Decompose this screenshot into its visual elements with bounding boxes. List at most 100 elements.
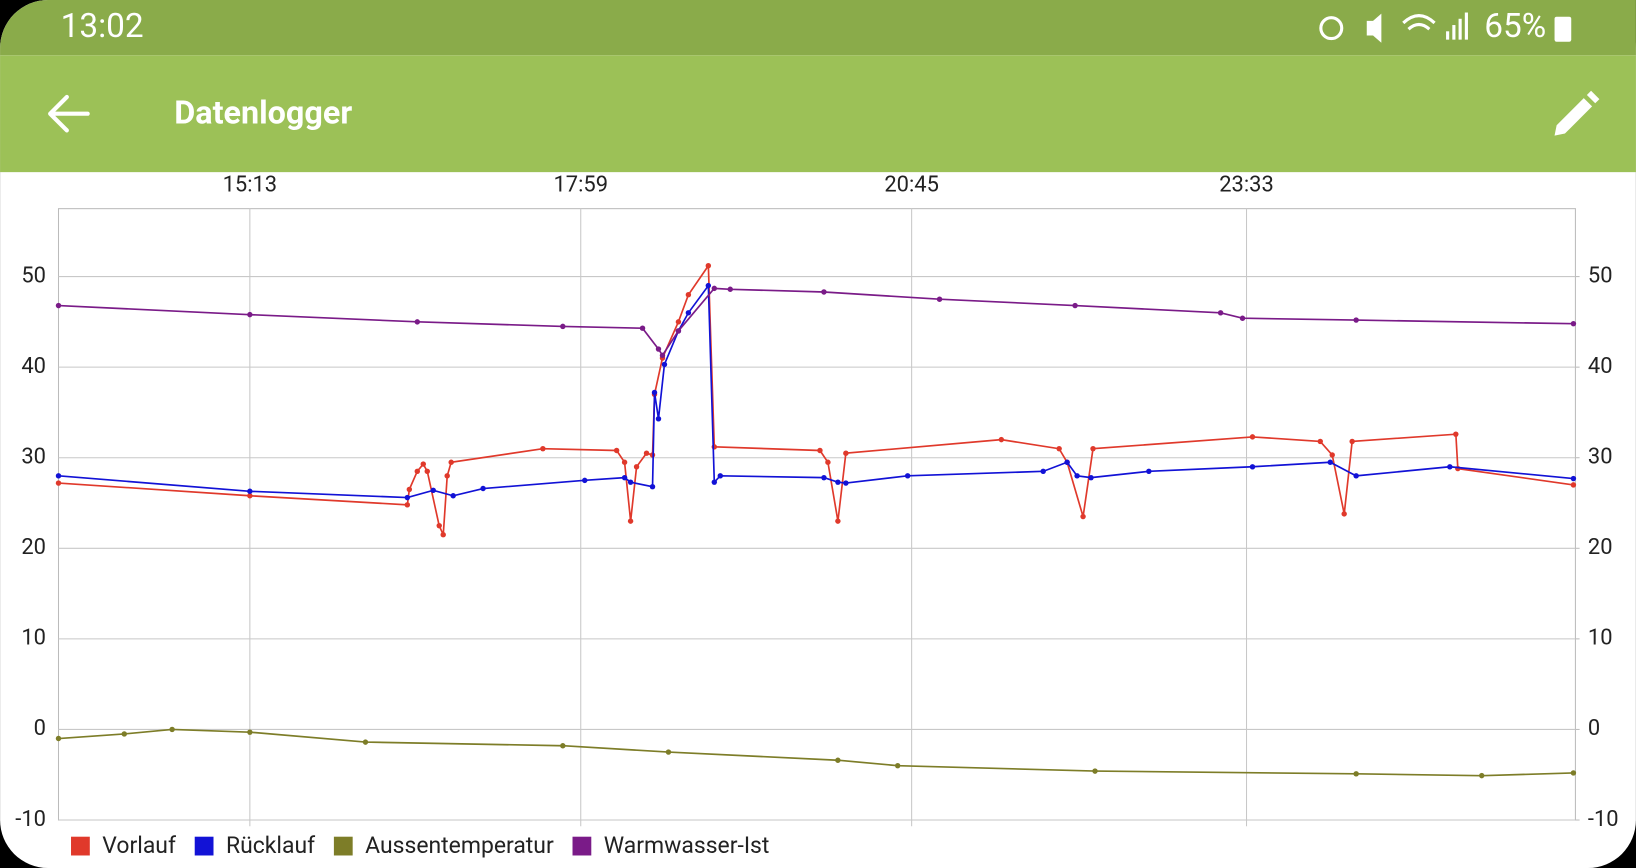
- legend-swatch: [71, 836, 90, 856]
- chart: -10 0 10 20 30 40 50 -10 0 10 20 30 40 50 15:13 17:59 20…: [15, 172, 1618, 859]
- data-point: [444, 473, 450, 479]
- data-point: [1327, 459, 1333, 465]
- series-line: [58, 283, 1574, 499]
- data-point: [613, 447, 620, 454]
- data-point: [621, 459, 628, 465]
- data-point: [821, 474, 827, 481]
- data-point: [1479, 772, 1485, 779]
- status-battery: 65%: [1484, 7, 1546, 46]
- data-point: [560, 323, 566, 330]
- data-point: [675, 328, 682, 334]
- data-point: [540, 445, 546, 452]
- data-point: [1092, 768, 1098, 774]
- y-tick-label: 0: [34, 716, 46, 741]
- data-point: [894, 762, 901, 769]
- data-point: [420, 461, 426, 467]
- legend-label: Vorlauf: [102, 832, 177, 859]
- y-tick-label: 20: [21, 535, 46, 560]
- y2-tick-label: 0: [1588, 716, 1600, 741]
- data-point: [1080, 513, 1086, 520]
- edit-button[interactable]: [1554, 90, 1600, 136]
- y2-tick-label: -10: [1588, 807, 1619, 832]
- data-point: [414, 468, 421, 475]
- data-point: [247, 311, 253, 318]
- y-tick-label: 30: [21, 445, 46, 470]
- data-point: [450, 493, 456, 499]
- data-point: [659, 352, 666, 359]
- y2-tick-label: 40: [1588, 354, 1613, 379]
- data-point: [1570, 482, 1577, 488]
- data-point: [627, 518, 634, 524]
- data-point: [651, 389, 658, 396]
- data-point: [621, 474, 628, 481]
- data-point: [705, 282, 712, 289]
- data-point: [247, 488, 253, 494]
- data-point: [121, 731, 127, 737]
- data-point: [1329, 452, 1335, 458]
- x-tick-label: 17:59: [553, 172, 608, 197]
- data-point: [1453, 431, 1459, 437]
- data-point: [843, 450, 849, 456]
- legend-swatch: [194, 836, 214, 856]
- data-point: [998, 436, 1005, 443]
- status-time: 13:02: [61, 7, 144, 46]
- y-tick-label: 10: [21, 626, 46, 651]
- y-tick-label: 50: [21, 263, 46, 288]
- y-tick-label: -10: [15, 807, 46, 832]
- data-point: [247, 493, 253, 499]
- data-point: [1040, 468, 1046, 475]
- data-point: [843, 480, 849, 486]
- data-point: [685, 310, 692, 316]
- data-point: [711, 479, 718, 485]
- y2-tick-label: 50: [1588, 263, 1613, 288]
- data-point: [1056, 445, 1062, 452]
- y2-tick-label: 30: [1588, 445, 1613, 470]
- legend-swatch: [333, 836, 353, 856]
- status-bar: [0, 0, 1636, 56]
- data-point: [560, 743, 566, 749]
- data-point: [1146, 468, 1152, 475]
- data-point: [1349, 438, 1355, 445]
- data-point: [1317, 438, 1323, 445]
- data-point: [247, 729, 253, 735]
- data-point: [1570, 475, 1577, 482]
- data-point: [665, 749, 672, 755]
- x-tick-label: 15:13: [223, 172, 278, 197]
- status-icons: [1319, 12, 1572, 43]
- data-point: [1239, 315, 1246, 321]
- x-tick-label: 23:33: [1219, 172, 1274, 197]
- data-point: [55, 480, 62, 486]
- legend-label: Aussentemperatur: [365, 832, 554, 859]
- data-point: [1447, 464, 1453, 470]
- data-point: [404, 502, 411, 508]
- data-point: [169, 726, 175, 733]
- data-point: [1570, 320, 1577, 327]
- data-point: [643, 450, 650, 456]
- data-point: [655, 416, 662, 422]
- data-point: [1217, 310, 1224, 316]
- back-button[interactable]: [48, 94, 90, 133]
- data-point: [675, 319, 682, 325]
- data-point: [424, 468, 430, 475]
- data-point: [1088, 474, 1094, 481]
- data-point: [436, 522, 442, 529]
- data-point: [655, 346, 662, 352]
- data-point: [440, 531, 446, 538]
- data-point: [705, 263, 712, 269]
- y2-tick-label: 10: [1588, 626, 1613, 651]
- data-point: [1353, 317, 1359, 323]
- data-point: [835, 518, 841, 524]
- data-point: [404, 494, 411, 501]
- x-tick-label: 20:45: [884, 172, 939, 197]
- data-point: [835, 757, 841, 763]
- data-point: [582, 477, 588, 484]
- data-point: [406, 486, 413, 493]
- app-title: Datenlogger: [174, 93, 352, 131]
- data-point: [904, 473, 911, 479]
- data-point: [717, 473, 723, 479]
- data-point: [55, 735, 62, 742]
- data-point: [936, 296, 943, 302]
- data-point: [627, 479, 634, 485]
